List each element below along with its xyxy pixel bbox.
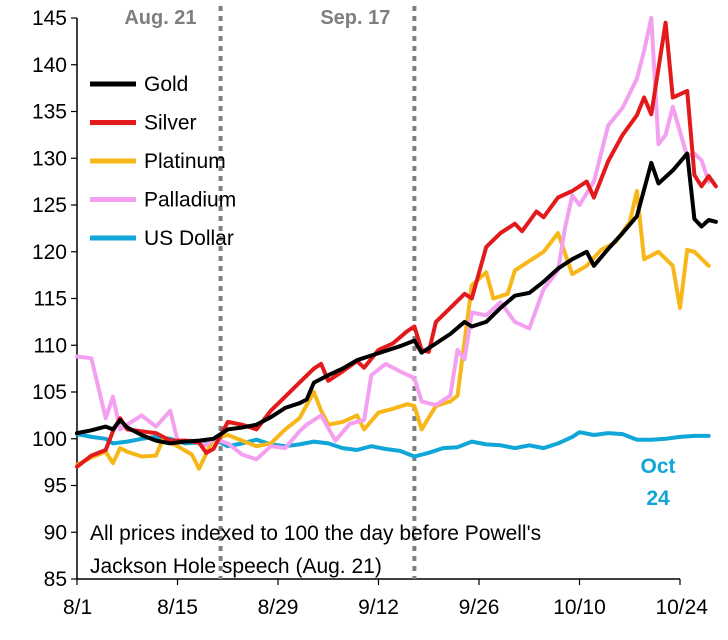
chart-axes: 85 90 95 100 105 110 115 120 125 130 135 140 145 8/1 8… (32, 7, 708, 619)
x-tick-label: 8/15 (157, 596, 198, 619)
y-tick-label: 130 (32, 147, 67, 170)
x-tick-label: 8/29 (258, 596, 299, 619)
legend-label-platinum: Platinum (144, 150, 226, 173)
y-tick-label: 125 (32, 194, 67, 217)
y-tick-label: 110 (34, 334, 67, 357)
x-tick-label: 10/10 (553, 596, 606, 619)
vertical-marker-label: Sep. 17 (320, 7, 390, 29)
chart-annotations: All prices indexed to 100 the day before… (90, 455, 676, 578)
vertical-marker-label: Aug. 21 (124, 7, 196, 29)
legend-label-us-dollar: US Dollar (144, 227, 234, 250)
annotation-line-2: Jackson Hole speech (Aug. 21) (90, 555, 382, 578)
legend-label-gold: Gold (144, 73, 188, 96)
y-tick-label: 120 (32, 241, 67, 264)
legend-label-silver: Silver (144, 112, 197, 135)
y-tick-label: 85 (44, 568, 67, 591)
x-tick-label: 10/24 (655, 596, 708, 619)
annotation-line-1: All prices indexed to 100 the day before… (90, 522, 541, 545)
y-tick-label: 105 (32, 381, 67, 404)
legend-label-palladium: Palladium (144, 189, 236, 212)
end-label-line-2: 24 (646, 487, 670, 510)
x-tick-label: 9/26 (459, 596, 500, 619)
x-tick-label: 8/1 (63, 596, 92, 619)
x-tick-label: 9/12 (358, 596, 399, 619)
end-label-line-1: Oct (640, 455, 675, 478)
y-tick-label: 90 (44, 521, 67, 544)
y-tick-label: 95 (44, 475, 67, 498)
series-lines (75, 16, 718, 471)
chart-legend: Gold Silver Platinum Palladium US Dollar (90, 73, 236, 250)
y-tick-label: 140 (32, 54, 67, 77)
y-tick-label: 100 (32, 428, 67, 451)
vertical-markers: Aug. 21 Sep. 17 (124, 6, 417, 579)
series-line-gold (75, 151, 718, 446)
y-tick-label: 145 (32, 7, 67, 30)
y-tick-label: 115 (34, 288, 67, 311)
y-tick-label: 135 (32, 101, 67, 124)
